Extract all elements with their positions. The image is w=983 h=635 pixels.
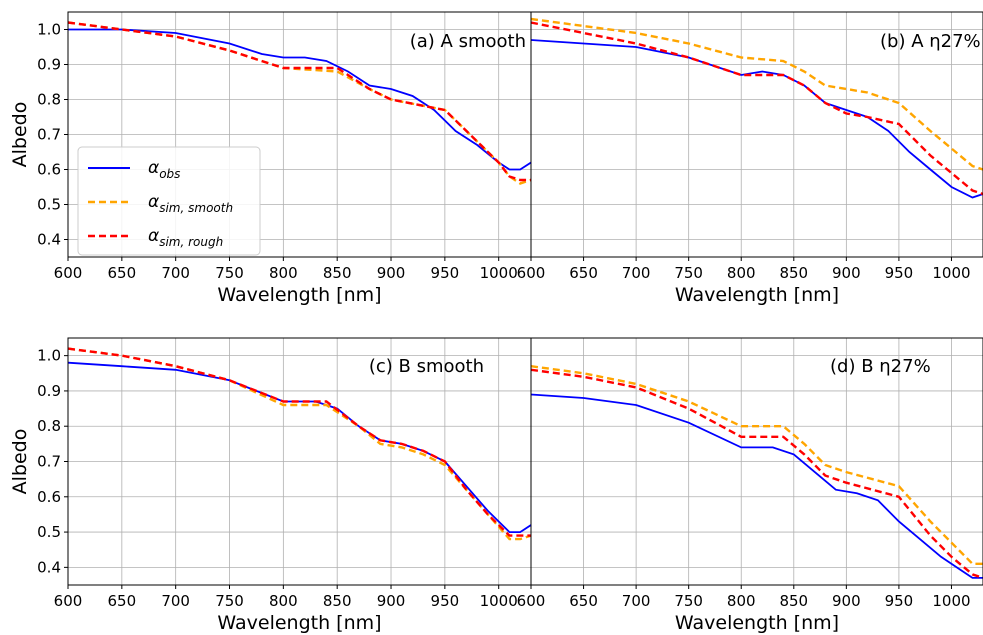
- x-tick-label: 800: [727, 592, 756, 610]
- panel-title: (a) A smooth: [410, 31, 526, 52]
- x-tick-label: 600: [54, 592, 83, 610]
- y-tick-label: 1.0: [37, 347, 61, 365]
- x-axis-label: Wavelength [nm]: [675, 612, 839, 634]
- x-tick-label: 650: [108, 592, 137, 610]
- panel-b: 600 650 700 750 800 850 900 950 1000 (b) A η27% Wa…: [517, 11, 983, 306]
- y-tick-label: 0.8: [37, 417, 61, 435]
- series-line-1: [531, 17, 983, 171]
- y-tick-label: 0.4: [37, 231, 61, 249]
- y-tick-label: 1.0: [37, 21, 61, 39]
- x-tick-label: 650: [108, 264, 137, 282]
- y-axis-label: Albedo: [9, 429, 31, 495]
- x-tick-label: 950: [885, 592, 914, 610]
- x-tick-label: 650: [569, 592, 598, 610]
- panel-c: 600 650 700 750 800 850 900 950 1000 0.4 0.5 0.6 0.7…: [9, 337, 532, 634]
- y-tick-label: 0.4: [37, 558, 61, 576]
- x-tick-label: 1000: [480, 264, 518, 282]
- x-tick-label: 1000: [480, 592, 518, 610]
- x-tick-label: 900: [377, 592, 406, 610]
- y-tick-label: 0.6: [37, 161, 61, 179]
- x-tick-label: 700: [161, 264, 190, 282]
- x-tick-label: 950: [431, 264, 460, 282]
- x-tick-label: 900: [832, 264, 861, 282]
- x-tick-label: 700: [161, 592, 190, 610]
- panel-d: 600 650 700 750 800 850 900 950 1000 (d) B η27% Wa…: [517, 337, 983, 634]
- x-tick-label: 750: [674, 264, 703, 282]
- series-line-1: [68, 347, 531, 541]
- x-axis-label: Wavelength [nm]: [217, 284, 381, 306]
- series-line-0: [531, 393, 983, 579]
- x-tick-label: 600: [54, 264, 83, 282]
- legend-label: αsim, smooth: [148, 192, 233, 215]
- x-tick-label: 800: [727, 264, 756, 282]
- x-tick-label: 800: [269, 264, 298, 282]
- legend-label: αobs: [148, 158, 180, 181]
- panel-title: (b) A η27%: [880, 31, 981, 52]
- y-tick-label: 0.5: [37, 196, 61, 214]
- legend: αobs αsim, smooth αsim, rough: [77, 146, 261, 256]
- y-axis-label: Albedo: [9, 102, 31, 168]
- legend-box: [77, 146, 261, 256]
- x-tick-label: 700: [622, 592, 651, 610]
- y-tick-label: 0.6: [37, 488, 61, 506]
- x-tick-label: 850: [323, 592, 352, 610]
- x-tick-label: 900: [377, 264, 406, 282]
- series-line-2: [68, 21, 531, 182]
- x-tick-label: 1000: [932, 264, 970, 282]
- series-line-0: [531, 39, 983, 199]
- panel-title: (d) B η27%: [830, 356, 931, 377]
- y-tick-label: 0.8: [37, 91, 61, 109]
- x-tick-label: 850: [779, 264, 808, 282]
- x-tick-label: 950: [431, 592, 460, 610]
- x-tick-label: 750: [674, 592, 703, 610]
- y-tick-label: 0.9: [37, 56, 61, 74]
- panel-title: (c) B smooth: [369, 356, 484, 377]
- x-axis-label: Wavelength [nm]: [217, 612, 381, 634]
- y-tick-label: 0.7: [37, 453, 61, 471]
- series-line-2: [531, 21, 983, 196]
- y-tick-label: 0.7: [37, 126, 61, 144]
- y-tick-label: 0.9: [37, 382, 61, 400]
- y-tick-label: 0.5: [37, 523, 61, 541]
- plot-frame: [530, 11, 983, 258]
- x-tick-label: 600: [517, 592, 546, 610]
- x-tick-label: 950: [885, 264, 914, 282]
- x-axis-label: Wavelength [nm]: [675, 284, 839, 306]
- panel-a: 600 650 700 750 800 850 900 950 1000 0.4 0.5 0.6 0.7…: [9, 11, 532, 306]
- x-tick-label: 700: [622, 264, 651, 282]
- legend-label: αsim, rough: [148, 226, 223, 249]
- x-tick-label: 600: [517, 264, 546, 282]
- x-tick-label: 1000: [932, 592, 970, 610]
- x-tick-label: 800: [269, 592, 298, 610]
- x-tick-label: 850: [779, 592, 808, 610]
- series-line-2: [531, 368, 983, 580]
- series-line-2: [68, 347, 531, 537]
- x-tick-label: 750: [215, 264, 244, 282]
- x-tick-label: 650: [569, 264, 598, 282]
- x-tick-label: 900: [832, 592, 861, 610]
- x-tick-label: 750: [215, 592, 244, 610]
- x-tick-label: 850: [323, 264, 352, 282]
- plot-frame: [530, 337, 983, 586]
- series-line-0: [68, 361, 531, 533]
- series-line-1: [531, 365, 983, 565]
